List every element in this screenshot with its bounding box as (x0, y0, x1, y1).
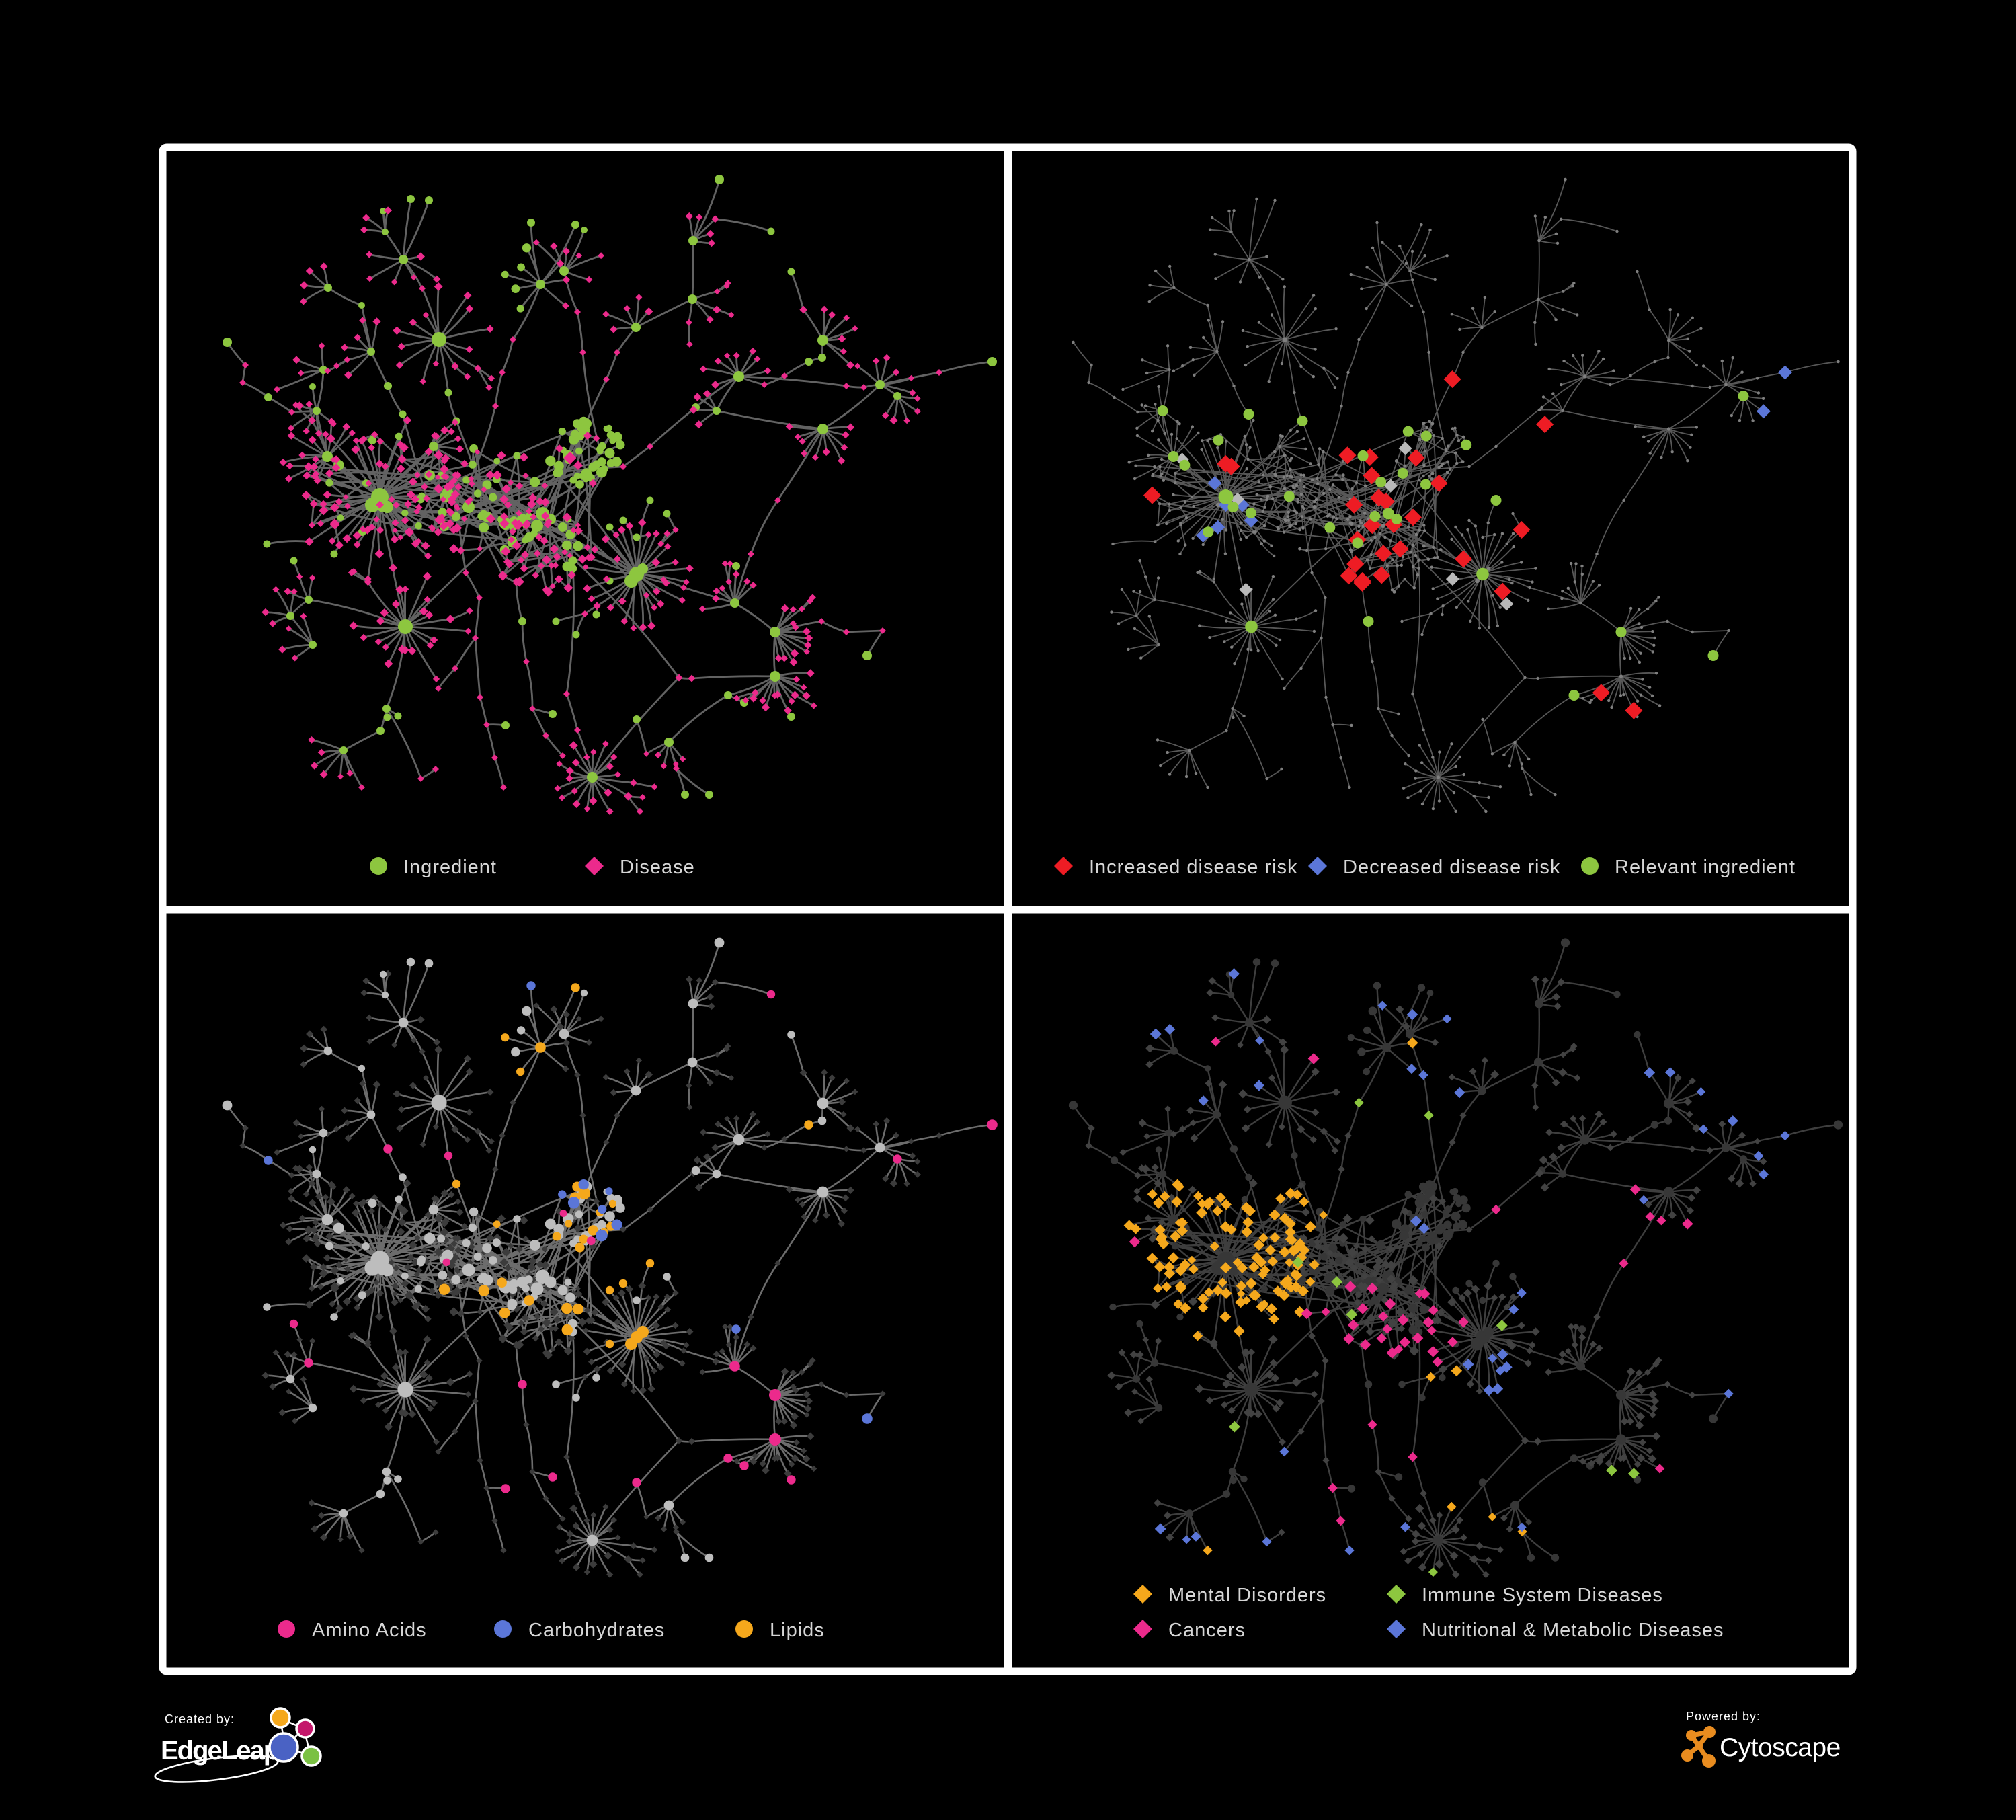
svg-text:Amino Acids: Amino Acids (312, 1620, 427, 1641)
svg-text:Lipids: Lipids (770, 1620, 825, 1641)
svg-text:Ingredient: Ingredient (403, 857, 497, 878)
svg-text:EdgeLeap: EdgeLeap (161, 1736, 279, 1766)
svg-text:Increased disease risk: Increased disease risk (1089, 857, 1298, 878)
svg-text:Mental Disorders: Mental Disorders (1168, 1585, 1326, 1606)
svg-text:Powered by:: Powered by: (1686, 1710, 1761, 1723)
svg-text:Created by:: Created by: (165, 1712, 235, 1726)
svg-text:Cytoscape: Cytoscape (1720, 1733, 1841, 1762)
svg-text:Cancers: Cancers (1168, 1620, 1246, 1641)
svg-text:Relevant ingredient: Relevant ingredient (1615, 857, 1796, 878)
svg-text:Decreased disease risk: Decreased disease risk (1343, 857, 1560, 878)
svg-text:Nutritional & Metabolic Diseas: Nutritional & Metabolic Diseases (1422, 1620, 1724, 1641)
svg-text:Carbohydrates: Carbohydrates (528, 1620, 665, 1641)
svg-text:Immune System Diseases: Immune System Diseases (1422, 1585, 1663, 1606)
svg-text:Disease: Disease (620, 857, 695, 878)
